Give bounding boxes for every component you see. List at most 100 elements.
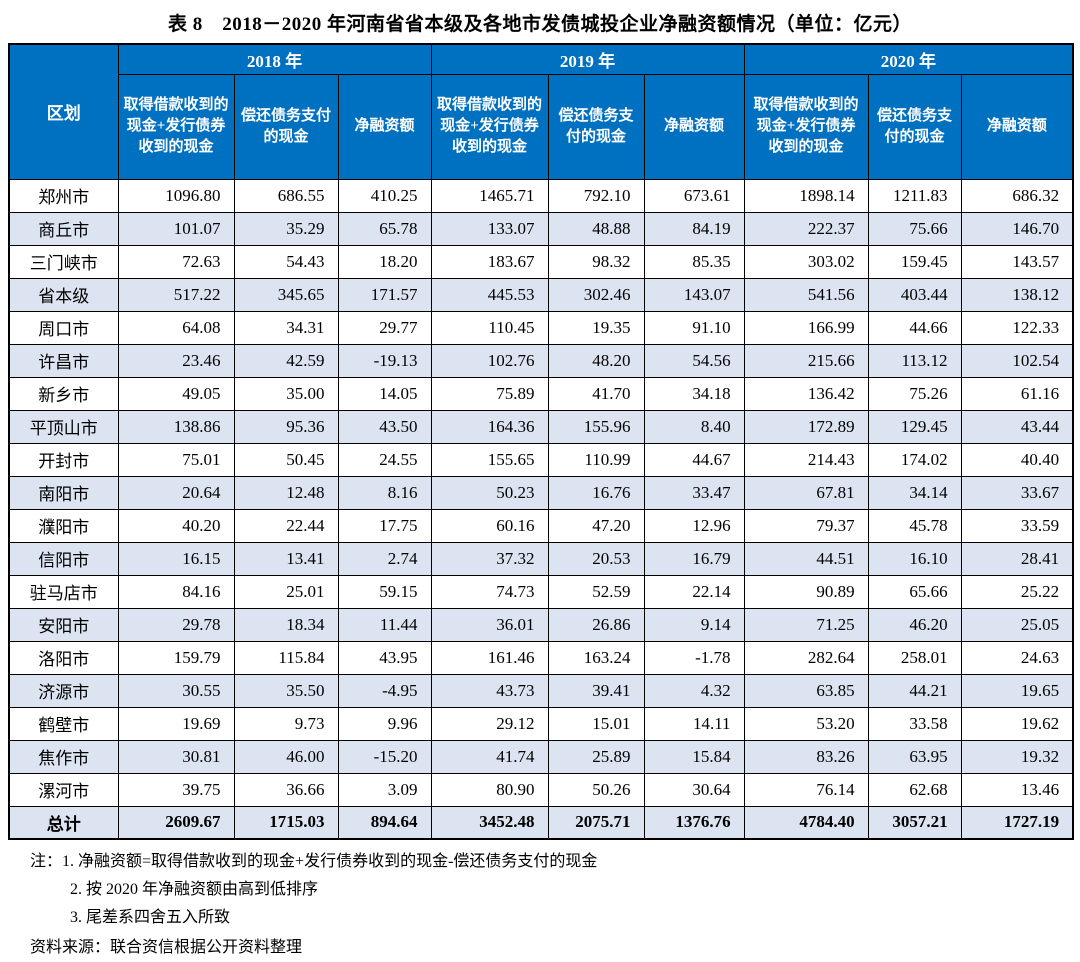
region-cell: 开封市 [8,442,119,477]
value-cell-7: 75.26 [867,376,962,411]
region-cell: 洛阳市 [8,640,119,675]
value-cell-3: 164.36 [430,409,549,444]
value-cell-5: 673.61 [643,178,745,213]
value-cell-2: 3.09 [337,772,432,807]
value-cell-0: 39.75 [117,772,235,807]
value-cell-2: 171.57 [337,277,432,312]
value-cell-3: 74.73 [430,574,549,609]
value-cell-4: 50.26 [547,772,645,807]
value-cell-5: 54.56 [643,343,745,378]
value-cell-0: 30.81 [117,739,235,774]
table-row: 新乡市 49.05 35.00 14.05 75.89 41.70 34.18 136.42 7… [8,376,1074,411]
table-row: 漯河市 39.75 36.66 3.09 80.90 50.26 30.64 76.14 62.… [8,772,1074,807]
value-cell-6: 76.14 [743,772,869,807]
note-item-2: 2. 按 2020 年净融资额由高到低排序 [70,881,319,898]
value-cell-6: 53.20 [743,706,869,741]
table-row: 南阳市 20.64 12.48 8.16 50.23 16.76 33.47 67.81 34.… [8,475,1074,510]
value-cell-6: 303.02 [743,244,869,279]
value-cell-1: 34.31 [233,310,339,345]
value-cell-3: 43.73 [430,673,549,708]
value-cell-0: 101.07 [117,211,235,246]
value-cell-8: 146.70 [960,211,1074,246]
note-item-3: 3. 尾差系四舍五入所致 [70,909,231,926]
region-cell: 安阳市 [8,607,119,642]
region-cell: 许昌市 [8,343,119,378]
value-cell-7: 44.21 [867,673,962,708]
value-cell-6: 67.81 [743,475,869,510]
value-cell-6: 215.66 [743,343,869,378]
value-cell-6: 79.37 [743,508,869,543]
value-cell-1: 18.34 [233,607,339,642]
value-cell-6: 222.37 [743,211,869,246]
value-cell-3: 80.90 [430,772,549,807]
col-header-y1-c0: 取得借款收到的现金+发行债券收到的现金 [430,73,549,180]
financing-table: 区划 2018 年 2019 年 2020 年 取得借款收到的现金+发行债券收到… [8,43,1075,840]
value-cell-4: 98.32 [547,244,645,279]
region-cell: 省本级 [8,277,119,312]
table-row: 三门峡市 72.63 54.43 18.20 183.67 98.32 85.35 303.0… [8,244,1074,279]
value-cell-2: 8.16 [337,475,432,510]
value-cell-7: 403.44 [867,277,962,312]
table-row: 驻马店市 84.16 25.01 59.15 74.73 52.59 22.14 90.89 6… [8,574,1074,609]
value-cell-6: 90.89 [743,574,869,609]
value-cell-5: 84.19 [643,211,745,246]
value-cell-4: 48.20 [547,343,645,378]
value-cell-5: 91.10 [643,310,745,345]
value-cell-6: 4784.40 [743,805,869,840]
table-header: 区划 2018 年 2019 年 2020 年 取得借款收到的现金+发行债券收到… [8,43,1074,180]
col-header-y0-c2: 净融资额 [337,73,432,180]
value-cell-7: 62.68 [867,772,962,807]
value-cell-6: 282.64 [743,640,869,675]
value-cell-3: 155.65 [430,442,549,477]
col-header-y0-c1: 偿还债务支付的现金 [233,73,339,180]
value-cell-5: 8.40 [643,409,745,444]
source-line: 资料来源：联合资信根据公开资料整理 [30,939,303,956]
value-cell-5: 12.96 [643,508,745,543]
value-cell-5: 44.67 [643,442,745,477]
value-cell-8: 24.63 [960,640,1074,675]
year-header-2019: 2019 年 [430,43,745,75]
value-cell-2: 11.44 [337,607,432,642]
value-cell-8: 13.46 [960,772,1074,807]
value-cell-4: 41.70 [547,376,645,411]
table-row: 省本级 517.22 345.65 171.57 445.53 302.46 143.07 5… [8,277,1074,312]
value-cell-0: 138.86 [117,409,235,444]
value-cell-2: 24.55 [337,442,432,477]
value-cell-5: 143.07 [643,277,745,312]
value-cell-2: 9.96 [337,706,432,741]
year-header-2018: 2018 年 [117,43,432,75]
value-cell-4: 110.99 [547,442,645,477]
value-cell-1: 1715.03 [233,805,339,840]
region-cell: 信阳市 [8,541,119,576]
value-cell-2: -15.20 [337,739,432,774]
value-cell-1: 345.65 [233,277,339,312]
value-cell-3: 183.67 [430,244,549,279]
value-cell-7: 46.20 [867,607,962,642]
value-cell-6: 63.85 [743,673,869,708]
table-row: 濮阳市 40.20 22.44 17.75 60.16 47.20 12.96 79.37 45… [8,508,1074,543]
value-cell-2: 14.05 [337,376,432,411]
value-cell-8: 122.33 [960,310,1074,345]
value-cell-7: 34.14 [867,475,962,510]
value-cell-1: 12.48 [233,475,339,510]
value-cell-1: 13.41 [233,541,339,576]
value-cell-1: 36.66 [233,772,339,807]
year-header-row: 区划 2018 年 2019 年 2020 年 [8,43,1074,180]
col-header-y2-c0: 取得借款收到的现金+发行债券收到的现金 [743,73,869,180]
value-cell-5: 85.35 [643,244,745,279]
table-body: 郑州市 1096.80 686.55 410.25 1465.71 792.10 673.6… [8,178,1074,840]
value-cell-3: 102.76 [430,343,549,378]
value-cell-5: 30.64 [643,772,745,807]
value-cell-5: 34.18 [643,376,745,411]
region-cell: 漯河市 [8,772,119,807]
value-cell-4: 302.46 [547,277,645,312]
value-cell-8: 19.65 [960,673,1074,708]
value-cell-7: 258.01 [867,640,962,675]
value-cell-8: 33.67 [960,475,1074,510]
value-cell-0: 517.22 [117,277,235,312]
page-title: 表 8 2018－2020 年河南省省本级及各地市发债城投企业净融资额情况（单位… [167,14,912,35]
value-cell-0: 23.46 [117,343,235,378]
value-cell-2: 17.75 [337,508,432,543]
value-cell-4: 163.24 [547,640,645,675]
value-cell-1: 50.45 [233,442,339,477]
